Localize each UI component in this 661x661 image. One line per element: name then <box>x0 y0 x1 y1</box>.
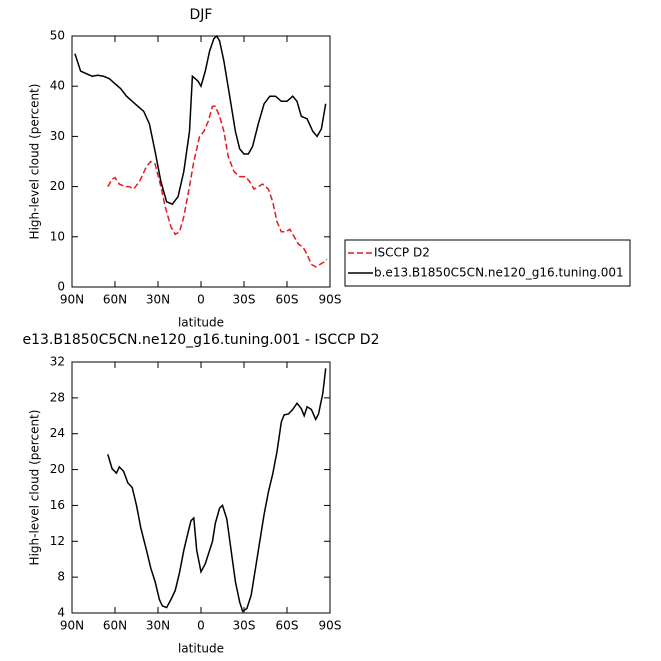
y-tick-label: 30 <box>50 129 65 143</box>
plot-frame <box>71 35 331 288</box>
x-tick-label: 0 <box>197 619 205 633</box>
y-tick-label: 16 <box>50 498 65 512</box>
x-tick-label: 30S <box>233 619 256 633</box>
y-tick-label: 8 <box>57 570 65 584</box>
y-tick-label: 4 <box>57 606 65 620</box>
x-tick-label: 30S <box>233 293 256 307</box>
y-tick-label: 20 <box>50 462 65 476</box>
x-tick-label: 0 <box>197 293 205 307</box>
x-tick-label: 60S <box>276 619 299 633</box>
x-tick-label: 90S <box>319 293 342 307</box>
x-axis-label: latitude <box>178 316 224 330</box>
x-tick-label: 90N <box>60 293 84 307</box>
chart-title: DJF <box>190 7 213 23</box>
y-axis-label: High-level cloud (percent) <box>28 410 42 566</box>
y-tick-label: 0 <box>57 280 65 294</box>
data-line <box>74 34 327 206</box>
y-tick-label: 24 <box>50 426 65 440</box>
y-tick-label: 40 <box>50 79 65 93</box>
plot-frame <box>71 361 331 614</box>
x-tick-label: 60S <box>276 293 299 307</box>
legend-label: ISCCP D2 <box>374 246 430 260</box>
y-tick-label: 32 <box>50 355 65 369</box>
x-axis-label: latitude <box>178 642 224 656</box>
y-tick-label: 20 <box>50 179 65 193</box>
x-tick-label: 60N <box>103 619 127 633</box>
x-tick-label: 60N <box>103 293 127 307</box>
data-line <box>107 368 327 613</box>
y-tick-label: 50 <box>50 29 65 43</box>
legend-label: b.e13.B1850C5CN.ne120_g16.tuning.001 <box>374 266 624 280</box>
y-tick-label: 10 <box>50 229 65 243</box>
x-tick-label: 30N <box>146 293 170 307</box>
data-line <box>107 105 328 268</box>
legend-box <box>344 239 631 287</box>
x-tick-label: 90S <box>319 619 342 633</box>
x-tick-label: 90N <box>60 619 84 633</box>
y-axis-label: High-level cloud (percent) <box>28 84 42 240</box>
chart-title: e13.B1850C5CN.ne120_g16.tuning.001 - ISC… <box>22 332 379 348</box>
y-tick-label: 12 <box>50 534 65 548</box>
y-tick-label: 28 <box>50 390 65 404</box>
x-tick-label: 30N <box>146 619 170 633</box>
